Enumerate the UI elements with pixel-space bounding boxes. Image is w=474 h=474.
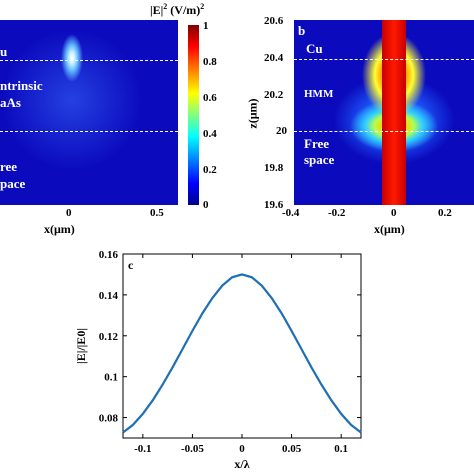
colorbar-tick: 1 — [203, 20, 209, 32]
panel-c-y-tick-label: 0.1 — [104, 372, 118, 384]
panel-b-y-tick: 19.6 — [264, 199, 284, 211]
panel-c-x-tick-label: -0.05 — [181, 443, 204, 455]
interface-line-top — [0, 60, 178, 61]
region-label-intrinsic: ntrinsic — [0, 78, 43, 93]
panel-c-x-tick-label: -0.1 — [134, 443, 151, 455]
panel-a-field-map: u ntrinsic aAs ree pace — [0, 20, 178, 205]
region-label-gaas: aAs — [0, 95, 21, 110]
region-label-free: ree — [0, 159, 18, 174]
colorbar-gradient — [188, 25, 199, 205]
region-label-cu: Cu — [306, 41, 323, 56]
interface-line-top — [294, 59, 474, 60]
panel-c-x-tick-label: 0 — [239, 443, 245, 455]
panel-c-series-line — [122, 273, 362, 434]
panel-c-y-tick-label: 0.16 — [99, 249, 119, 261]
panel-c-y-tick-label: 0.08 — [99, 413, 119, 425]
colorbar-title-sup: 2 — [163, 2, 168, 11]
panel-a-x-tick: 0.5 — [150, 207, 164, 219]
panel-b-y-tick: 20 — [276, 125, 287, 137]
colorbar-tick: 0.6 — [203, 92, 217, 104]
colorbar-tick: 0.4 — [203, 128, 217, 140]
region-label-space: pace — [0, 176, 26, 191]
colorbar-tick: 0 — [203, 199, 209, 211]
colorbar-tick: 0.2 — [203, 164, 217, 176]
panel-letter-b: b — [298, 23, 306, 38]
colorbar-title-unit: (V/m) — [167, 3, 201, 17]
panel-a-x-label: x(μm) — [44, 222, 75, 236]
panel-b-x-label: x(μm) — [374, 222, 405, 236]
panel-c-x-tick-label: 0.1 — [334, 443, 348, 455]
panel-c-y-tick-label: 0.14 — [99, 290, 119, 302]
panel-b-x-tick: 0.2 — [438, 207, 452, 219]
region-label-free: Free — [304, 136, 330, 151]
colorbar-title-main: |E| — [150, 3, 164, 17]
panel-b-y-tick: 20.2 — [264, 89, 284, 101]
panel-c-x-label: x/λ — [234, 457, 249, 471]
interface-line-bottom — [0, 131, 178, 132]
region-label-space: space — [304, 152, 335, 167]
panel-c-x-tick-label: 0.05 — [282, 443, 302, 455]
panel-b-x-tick: -0.2 — [328, 207, 346, 219]
panel-b-y-tick: 20.6 — [264, 15, 284, 27]
panel-b-field-map: b Cu HMM Free space — [294, 20, 474, 205]
panel-b-x-tick: -0.4 — [282, 207, 300, 219]
panel-c-plot-frame — [122, 253, 362, 439]
panel-a-x-tick: 0 — [66, 207, 72, 219]
colorbar-tick: 0.8 — [203, 56, 217, 68]
panel-c-y-label: |E|/|E0| — [74, 328, 88, 364]
interface-line-bottom — [294, 131, 474, 132]
panel-b-y-tick: 20.4 — [264, 52, 284, 64]
colorbar-title-unit-sup: 2 — [200, 2, 205, 11]
colorbar-title: |E|2 (V/m)2 — [150, 2, 204, 18]
region-label-hmm: HMM — [304, 88, 334, 100]
panel-b-y-tick: 19.8 — [264, 162, 284, 174]
panel-c-y-tick-label: 0.12 — [99, 331, 119, 343]
panel-b-x-tick: 0 — [391, 207, 397, 219]
panel-c-letter: c — [128, 258, 134, 272]
region-label-cu: u — [0, 44, 8, 59]
